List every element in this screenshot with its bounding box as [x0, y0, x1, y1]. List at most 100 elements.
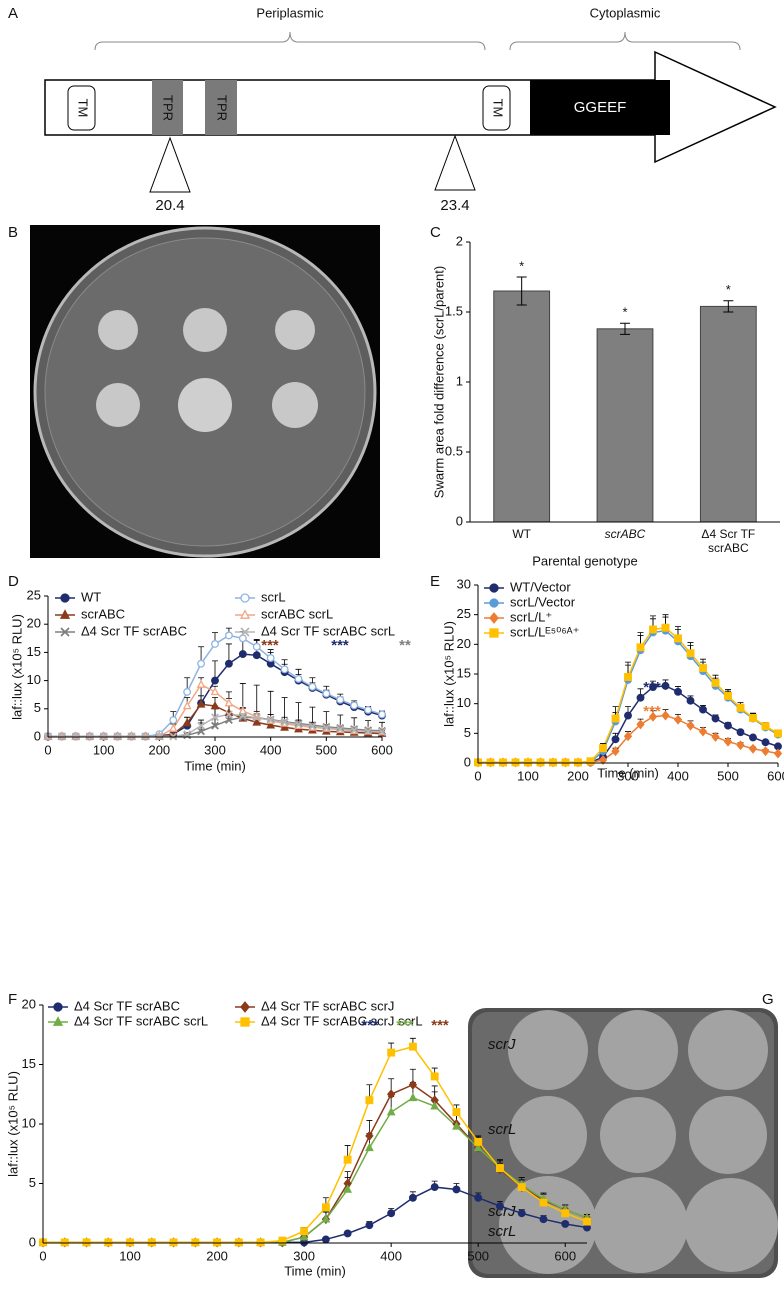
x-tick-label: 500 [467, 1248, 489, 1263]
marker [736, 703, 745, 712]
colony [272, 382, 318, 428]
marker [378, 710, 386, 719]
marker [299, 1232, 309, 1241]
marker [661, 623, 670, 632]
colony [508, 1010, 588, 1090]
marker [252, 717, 262, 726]
marker [699, 664, 707, 673]
marker [169, 716, 178, 725]
marker [308, 682, 317, 691]
x-tick-label: 200 [148, 742, 170, 757]
x-axis-title: Time (min) [597, 765, 659, 780]
marker [183, 687, 192, 696]
marker [624, 673, 632, 681]
tm-domain [482, 85, 511, 131]
panel-label: G [762, 991, 774, 1008]
x-tick-label: scrABC [604, 527, 646, 541]
marker [322, 724, 331, 732]
marker [196, 699, 206, 708]
marker [71, 732, 80, 741]
marker [711, 678, 720, 687]
marker [238, 706, 248, 715]
y-tick-label: 15 [27, 644, 41, 659]
panel-label: B [8, 224, 18, 241]
marker [280, 718, 289, 727]
y-tick-label: 5 [464, 725, 471, 740]
marker [256, 1238, 265, 1247]
marker [365, 1096, 374, 1105]
legend-label: Δ4 Scr TF scrABC scrL [261, 623, 395, 638]
x-tick-label: 300 [204, 742, 226, 757]
marker [210, 700, 220, 710]
marker [496, 1164, 504, 1172]
legend-marker [240, 1001, 250, 1013]
marker [197, 721, 206, 730]
marker [182, 700, 192, 710]
marker [473, 1142, 483, 1152]
marker [648, 711, 658, 722]
marker [365, 1142, 374, 1152]
marker [586, 757, 595, 766]
insertion-label: 20.4 [155, 197, 184, 214]
legend-label: Δ4 Scr TF scrABC [74, 998, 180, 1013]
significance: * [622, 305, 627, 320]
marker [57, 732, 66, 741]
marker [583, 1217, 591, 1226]
region-label: Periplasmic [256, 5, 324, 20]
x-tick-label: 500 [717, 768, 739, 783]
marker [183, 730, 192, 739]
marker [474, 1193, 483, 1202]
marker [155, 732, 164, 741]
y-tick-label: 5 [34, 700, 41, 715]
marker [343, 1229, 352, 1238]
marker [499, 758, 507, 767]
y-tick-label: 30 [457, 576, 471, 591]
x-tick-label: 0 [474, 768, 481, 783]
brace [509, 31, 741, 51]
marker [168, 723, 178, 732]
colony [600, 1097, 676, 1173]
marker [452, 1108, 461, 1117]
marker [266, 654, 275, 662]
panel-label: E [430, 573, 440, 590]
marker [280, 722, 289, 731]
marker [238, 711, 247, 720]
ggeef-domain [530, 80, 670, 135]
x-tick-label: 100 [517, 768, 539, 783]
x-tick-label: 200 [206, 1248, 228, 1263]
marker [127, 732, 136, 741]
marker [211, 721, 219, 730]
marker [496, 1202, 504, 1211]
x-tick-label: 100 [119, 1248, 141, 1263]
x-axis-title: Time (min) [184, 758, 246, 773]
legend-label: WT [81, 589, 101, 604]
marker [378, 727, 386, 736]
colony [509, 1096, 587, 1174]
tpr-domain [152, 80, 183, 135]
marker [661, 710, 670, 721]
x-tick-label-box: scrABC [604, 527, 646, 541]
marker [224, 698, 234, 707]
marker [169, 732, 178, 741]
significance: ** [399, 637, 411, 654]
marker [104, 1238, 113, 1247]
marker [674, 634, 682, 643]
legend-label: scrL/L⁺ [510, 609, 552, 624]
y-tick-label: 1 [456, 373, 463, 388]
marker [430, 1101, 440, 1110]
marker [761, 738, 770, 747]
marker [60, 1238, 69, 1247]
y-tick-label: 0 [464, 754, 471, 769]
marker [561, 1209, 570, 1218]
legend-label: Δ4 Scr TF scrABC scrL [74, 1013, 208, 1028]
y-tick-label: 0.5 [445, 443, 463, 458]
x-tick-label-box: Δ4 Scr TF scrABC [701, 527, 755, 555]
colony [688, 1010, 768, 1090]
marker [365, 1130, 374, 1141]
marker [711, 714, 720, 723]
legend-label: scrL/Lᴱ⁵⁰⁶ᴬ⁺ [510, 624, 579, 639]
marker [213, 1238, 222, 1247]
marker [611, 746, 620, 757]
panel-label: D [8, 573, 19, 590]
marker [774, 729, 782, 738]
